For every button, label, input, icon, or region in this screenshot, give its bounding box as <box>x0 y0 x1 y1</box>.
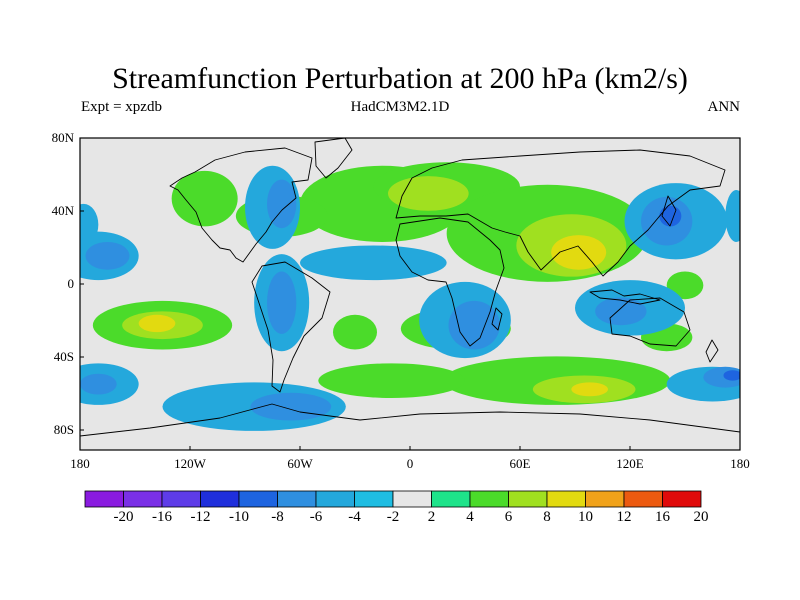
lon-tick-120e: 120E <box>616 456 644 471</box>
colorbar-tick-label: 4 <box>466 509 474 525</box>
contour-region-negative <box>85 242 130 270</box>
colorbar-swatch <box>508 490 548 508</box>
contour-region-positive <box>333 314 377 350</box>
colorbar-tick-label: -4 <box>348 509 361 525</box>
lon-tick-180w: 180 <box>70 456 90 471</box>
contour-region-positive <box>666 271 704 300</box>
colorbar-tick-label: -20 <box>113 509 134 525</box>
contour-region-negative <box>448 300 500 350</box>
contour-region-positive <box>388 176 469 211</box>
contour-region-positive <box>138 314 176 333</box>
colorbar-tick-label: 16 <box>655 509 670 525</box>
coast-africa <box>395 217 505 347</box>
coast-south-america <box>251 261 331 393</box>
colorbar-tick-label: -8 <box>271 509 284 525</box>
colorbar-swatch <box>585 490 625 508</box>
contour-region-negative <box>659 205 682 227</box>
colorbar-swatch <box>662 490 702 508</box>
colorbar-swatch <box>238 490 278 508</box>
lat-tick-40n: 40N <box>51 203 74 218</box>
contour-region-negative <box>595 297 647 326</box>
lat-tick-40s: 40S <box>53 349 74 364</box>
colorbar-tick-label: -12 <box>190 509 211 525</box>
colorbar-tick-label: -2 <box>386 509 400 525</box>
contour-region-negative <box>725 190 740 242</box>
lon-tick-120w: 120W <box>174 456 206 471</box>
colorbar <box>84 490 702 508</box>
contour-region-negative <box>723 370 740 381</box>
coast-indonesia <box>589 289 661 305</box>
colorbar-tick-label: 10 <box>578 509 593 525</box>
coast-europe-asia <box>395 149 726 277</box>
contour-region-positive <box>571 382 609 397</box>
coast-madagascar <box>491 307 503 331</box>
colorbar-tick-label: 2 <box>427 509 436 525</box>
coast-japan <box>661 195 677 227</box>
lat-tick-80s: 80S <box>53 422 74 437</box>
contour-region-positive <box>551 235 607 270</box>
colorbar-swatch <box>546 490 586 508</box>
colorbar-swatch <box>354 490 394 508</box>
colorbar-swatch <box>623 490 663 508</box>
colorbar-swatch <box>315 490 355 508</box>
colorbar-swatch <box>84 490 124 508</box>
model-label: HadCM3M2.1D <box>350 99 450 115</box>
lon-tick-180e: 180 <box>730 456 750 471</box>
colorbar-swatch <box>431 490 471 508</box>
map-frame <box>79 137 741 451</box>
lon-tick-60w: 60W <box>287 456 313 471</box>
coast-new-zealand <box>705 339 719 363</box>
coast-antarctica <box>79 403 741 437</box>
map-title: Streamfunction Perturbation at 200 hPa (… <box>112 62 688 95</box>
colorbar-tick-label: 12 <box>616 509 632 525</box>
colorbar-tick-label: -10 <box>229 509 249 525</box>
colorbar-tick-label: 20 <box>693 509 709 525</box>
colorbar-swatch <box>200 490 240 508</box>
contour-region-negative <box>80 203 99 246</box>
colorbar-tick-label: -16 <box>152 509 172 525</box>
contour-region-negative <box>80 373 117 395</box>
season-label: ANN <box>707 99 741 115</box>
coastlines <box>79 137 741 437</box>
colorbar-tick-label: 8 <box>543 509 551 525</box>
lon-tick-0: 0 <box>406 456 414 471</box>
contour-region-negative <box>300 245 447 281</box>
contour-region-negative <box>267 271 297 334</box>
colorbar-tick-label: 6 <box>504 509 513 525</box>
lat-tick-0: 0 <box>67 276 75 291</box>
colorbar-tick-label: -6 <box>309 509 323 525</box>
experiment-label: Expt = xpzdb <box>81 99 162 115</box>
colorbar-swatch <box>469 490 509 508</box>
colorbar-swatch <box>277 490 317 508</box>
contour-region-negative <box>267 179 297 229</box>
contour-region-positive <box>171 170 238 227</box>
contour-region-positive <box>318 363 465 398</box>
lat-tick-80n: 80N <box>51 130 74 145</box>
colorbar-swatch <box>123 490 163 508</box>
lon-tick-60e: 60E <box>509 456 531 471</box>
contour-field <box>80 138 740 450</box>
coast-north-america <box>169 147 313 263</box>
colorbar-swatch <box>161 490 201 508</box>
colorbar-swatch <box>392 490 432 508</box>
coast-australia <box>609 297 691 347</box>
